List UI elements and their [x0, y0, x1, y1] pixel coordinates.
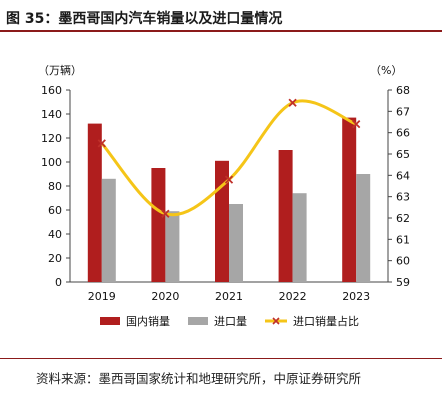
source-divider — [0, 358, 442, 359]
title-divider — [0, 30, 442, 32]
combo-chart: 0 20 40 60 80 100 120 140 160 59 60 61 62 63 64 65 66 67 6… — [38, 63, 410, 328]
line-point-marker — [352, 119, 361, 129]
x-tick-label: 2020 — [151, 290, 179, 303]
line-point-marker — [224, 175, 234, 184]
line-point-marker — [97, 139, 106, 148]
bar-domestic-sales — [342, 117, 357, 282]
bar-imports — [101, 178, 116, 282]
right-tick-label: 62 — [396, 212, 410, 225]
left-tick-label: 140 — [41, 108, 62, 121]
bar-imports — [356, 174, 371, 282]
line-point-marker — [288, 98, 297, 107]
left-axis-unit: （万辆） — [38, 63, 82, 77]
bar-domestic-sales — [215, 160, 229, 282]
legend-label: 进口量 — [214, 315, 247, 328]
right-tick-label: 63 — [396, 191, 410, 204]
left-tick-label: 160 — [41, 84, 62, 97]
x-tick-label: 2023 — [342, 290, 370, 303]
right-tick-label: 64 — [396, 169, 410, 182]
x-tick-label: 2019 — [88, 290, 116, 303]
right-tick-label: 67 — [396, 105, 410, 118]
line-point-marker — [161, 209, 170, 218]
x-tick-label: 2022 — [279, 290, 307, 303]
bar-imports — [165, 211, 180, 282]
left-tick-label: 120 — [41, 132, 62, 145]
legend-swatch-imports — [188, 317, 208, 325]
legend-label: 进口销量占比 — [293, 314, 359, 328]
bar-domestic-sales — [87, 123, 102, 282]
left-tick-label: 20 — [48, 252, 62, 265]
x-tick-label: 2021 — [215, 290, 243, 303]
bar-domestic-sales — [278, 150, 293, 282]
chart-container: 0 20 40 60 80 100 120 140 160 59 60 61 62 63 64 65 66 67 6… — [0, 40, 442, 340]
left-tick-label: 0 — [55, 276, 62, 289]
right-axis-unit: （%） — [370, 64, 402, 77]
bar-imports — [292, 193, 307, 282]
left-tick-label: 80 — [48, 180, 62, 193]
right-tick-label: 68 — [396, 84, 410, 97]
left-tick-label: 100 — [41, 156, 62, 169]
legend-marker — [272, 317, 280, 325]
source-note: 资料来源：墨西哥国家统计和地理研究所，中原证券研究所 — [36, 371, 362, 386]
left-tick-label: 60 — [48, 204, 62, 217]
right-tick-label: 66 — [396, 127, 410, 140]
bar-imports — [229, 204, 243, 282]
bar-domestic-sales — [151, 168, 166, 282]
right-tick-label: 65 — [396, 148, 410, 161]
right-tick-label: 61 — [396, 233, 410, 246]
legend-label: 国内销量 — [126, 314, 170, 328]
legend-swatch-domestic-sales — [100, 317, 120, 325]
right-tick-label: 59 — [396, 276, 410, 289]
left-tick-label: 40 — [48, 228, 62, 241]
figure-title: 图 35：墨西哥国内汽车销量以及进口量情况 — [6, 11, 283, 27]
right-tick-label: 60 — [396, 255, 410, 268]
title-bar: 图 35：墨西哥国内汽车销量以及进口量情况 — [0, 6, 442, 30]
